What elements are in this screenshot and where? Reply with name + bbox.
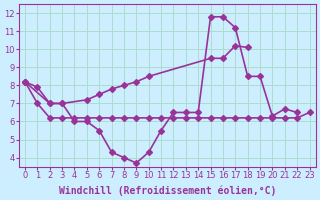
X-axis label: Windchill (Refroidissement éolien,°C): Windchill (Refroidissement éolien,°C): [59, 185, 276, 196]
